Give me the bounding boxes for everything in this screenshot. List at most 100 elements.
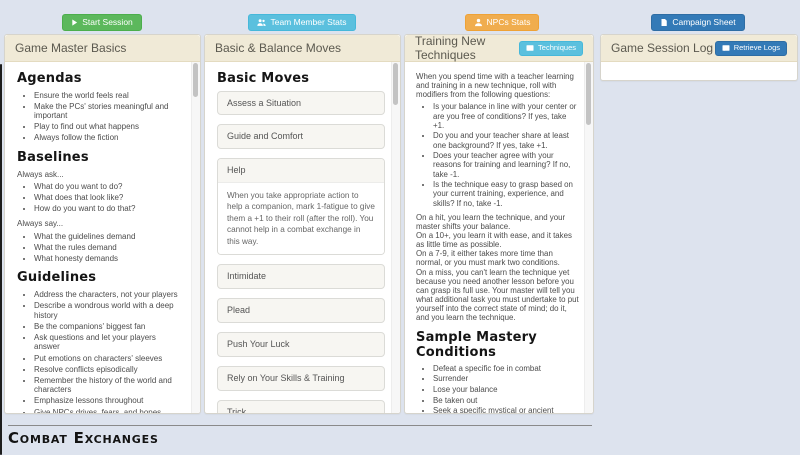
gm-basics-body: Agendas Ensure the world feels real Make… (5, 62, 200, 413)
move-item-trick[interactable]: Trick (217, 399, 385, 413)
move-item-push-your-luck[interactable]: Push Your Luck (217, 332, 385, 357)
training-questions-list: Is your balance in line with your center… (416, 102, 579, 207)
move-item-help-header[interactable]: Help (218, 159, 384, 182)
result-10plus: On a 10+, you learn it with ease, and it… (416, 231, 572, 250)
panel-title: Game Master Basics (15, 41, 127, 55)
result-7-9: On a 7-9, it either takes more time than… (416, 249, 560, 268)
list-item: Ensure the world feels real (34, 91, 183, 101)
always-say-list: What the guidelines demand What the rule… (17, 232, 183, 264)
move-label: Push Your Luck (227, 339, 290, 349)
scrollbar[interactable] (391, 62, 400, 413)
list-item: Defeat a specific foe in combat (433, 364, 579, 373)
panel-basic-balance-moves: Basic & Balance Moves Basic Moves Assess… (204, 34, 401, 414)
move-label: Trick (227, 406, 247, 413)
scrollbar[interactable] (191, 62, 200, 413)
play-icon (71, 19, 78, 26)
scrollbar-thumb[interactable] (586, 63, 591, 125)
move-item-rely-on-skills[interactable]: Rely on Your Skills & Training (217, 365, 385, 391)
training-body: When you spend time with a teacher learn… (405, 62, 593, 413)
retrieve-logs-button[interactable]: Retrieve Logs (714, 40, 787, 56)
scrollbar-thumb[interactable] (393, 63, 398, 105)
footer-divider (8, 425, 592, 426)
table-icon (526, 44, 534, 52)
panel-heading: Training New Techniques Techniques (405, 34, 593, 62)
list-item: Describe a wondrous world with a deep hi… (34, 301, 183, 320)
list-item: Address the characters, not your players (34, 290, 183, 300)
list-item: Emphasize lessons throughout (34, 396, 183, 406)
list-item: Ask questions and let your players answe… (34, 333, 183, 352)
list-item: What the rules demand (34, 243, 183, 253)
file-icon (660, 18, 668, 27)
move-label: Intimidate (227, 271, 267, 282)
mastery-list: Defeat a specific foe in combat Surrende… (416, 364, 579, 413)
move-label: Rely on Your Skills & Training (227, 372, 345, 383)
training-results: On a hit, you learn the technique, and y… (416, 213, 579, 323)
basic-moves-heading: Basic Moves (217, 71, 310, 86)
toolbar-cell-3: NPCs Stats (404, 14, 600, 32)
list-item: What the guidelines demand (34, 232, 183, 242)
start-session-button[interactable]: Start Session (62, 14, 142, 31)
list-item: Put emotions on characters' sleeves (34, 354, 183, 364)
panel-game-session-log: Game Session Log Retrieve Logs (600, 34, 798, 81)
result-hit: On a hit, you learn the technique, and y… (416, 212, 566, 231)
move-label: Plead (227, 305, 251, 316)
mastery-heading: Sample Mastery Conditions (416, 329, 537, 360)
toolbar-cell-4: Campaign Sheet (600, 14, 796, 32)
npcs-stats-label: NPCs Stats (486, 17, 531, 28)
techniques-button[interactable]: Techniques (519, 40, 583, 56)
list-item: What do you want to do? (34, 182, 183, 192)
always-ask-label: Always ask... (17, 169, 64, 179)
result-miss: On a miss, you can't learn the technique… (416, 267, 579, 323)
move-item-plead[interactable]: Plead (217, 298, 385, 323)
move-item-help: Help When you take appropriate action to… (217, 158, 385, 256)
panel-title: Basic & Balance Moves (215, 41, 342, 55)
campaign-sheet-button[interactable]: Campaign Sheet (651, 14, 745, 31)
list-item: Always follow the fiction (34, 133, 183, 143)
list-item: Be taken out (433, 396, 579, 405)
move-item-assess-a-situation[interactable]: Assess a Situation (217, 90, 385, 116)
list-item: Give NPCs drives, fears, and hopes (34, 408, 183, 413)
list-item: Is the technique easy to grasp based on … (433, 180, 579, 207)
list-item: How do you want to do that? (34, 204, 183, 214)
team-member-stats-label: Team Member Stats (270, 17, 347, 28)
agendas-heading: Agendas (17, 71, 82, 86)
always-say-label: Always say... (17, 219, 64, 229)
move-label: Assess a Situation (227, 97, 302, 108)
list-item: Does your teacher agree with your reason… (433, 151, 579, 178)
panel-heading: Game Master Basics (5, 35, 200, 62)
moves-body: Basic Moves Assess a Situation Guide and… (205, 62, 400, 413)
list-item: Is your balance in line with your center… (433, 102, 579, 129)
list-icon (722, 44, 730, 52)
list-item: Do you and your teacher share at least o… (433, 131, 579, 149)
scrollbar[interactable] (584, 62, 593, 413)
scrollbar-thumb[interactable] (193, 63, 198, 97)
list-item: Remember the history of the world and ch… (34, 376, 183, 395)
panel-training-new-techniques: Training New Techniques Techniques When … (404, 34, 594, 414)
techniques-label: Techniques (538, 43, 576, 53)
session-log-body (601, 62, 797, 80)
move-item-intimidate[interactable]: Intimidate (217, 264, 385, 290)
panel-heading: Game Session Log Retrieve Logs (601, 35, 797, 62)
toolbar-cell-1: Start Session (4, 14, 200, 32)
panel-title: Training New Techniques (415, 34, 486, 62)
guidelines-heading: Guidelines (17, 270, 97, 286)
list-item: Lose your balance (433, 385, 579, 394)
training-intro: When you spend time with a teacher learn… (416, 72, 574, 100)
team-member-stats-button[interactable]: Team Member Stats (248, 14, 356, 31)
list-item: Seek a specific mystical or ancient loca… (433, 406, 579, 413)
npcs-stats-button[interactable]: NPCs Stats (464, 14, 540, 31)
retrieve-logs-label: Retrieve Logs (733, 43, 780, 53)
list-item: Make the PCs' stories meaningful and imp… (34, 102, 183, 121)
move-item-guide-and-comfort[interactable]: Guide and Comfort (217, 124, 385, 150)
always-ask-list: What do you want to do? What does that l… (17, 182, 183, 214)
list-item: What does that look like? (34, 193, 183, 203)
list-item: What honesty demands (34, 254, 183, 264)
agendas-list: Ensure the world feels real Make the PCs… (17, 91, 183, 143)
list-item: Surrender (433, 374, 579, 383)
panel-heading: Basic & Balance Moves (205, 35, 400, 62)
panel-game-master-basics: Game Master Basics Agendas Ensure the wo… (4, 34, 201, 414)
guidelines-list: Address the characters, not your players… (17, 290, 183, 413)
panel-title: Game Session Log (611, 41, 714, 55)
list-item: Resolve conflicts episodically (34, 365, 183, 375)
